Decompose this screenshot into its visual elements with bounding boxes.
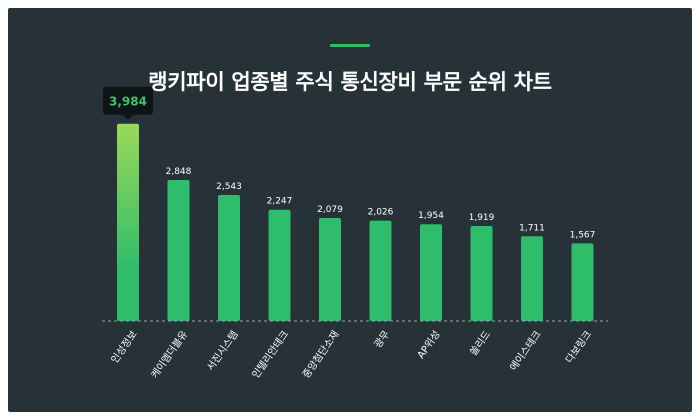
category-label-5: 광무 bbox=[372, 329, 392, 351]
bar-chart: 3,984 인성정보 2,848 케이엠더블유 2,543 서진시스템 2,247 인텔리안테… bbox=[102, 86, 608, 381]
category-label-3: 인텔리안테크 bbox=[250, 329, 291, 381]
tooltip-pointer bbox=[123, 114, 133, 120]
category-label-2: 서진시스템 bbox=[204, 329, 240, 374]
value-label-8: 1,711 bbox=[519, 223, 545, 233]
title-accent-line bbox=[330, 44, 370, 47]
bar-7 bbox=[470, 225, 493, 321]
bar-2 bbox=[218, 195, 240, 321]
chart-card: 랭키파이 업종별 주식 통신장비 부문 순위 차트 3,984 인성정보 2,848… bbox=[8, 8, 692, 412]
bar-3 bbox=[268, 209, 291, 321]
category-label-6: AP위성 bbox=[414, 328, 443, 361]
value-label-9: 1,567 bbox=[570, 230, 596, 240]
value-label-4: 2,079 bbox=[317, 205, 343, 215]
value-label-0: 3,984 bbox=[109, 95, 147, 109]
category-label-8: 에이스테크 bbox=[507, 329, 543, 374]
bar-1 bbox=[167, 179, 190, 321]
value-label-3: 2,247 bbox=[267, 197, 293, 207]
chart-title: 랭키파이 업종별 주식 통신장비 부문 순위 차트 bbox=[148, 70, 552, 94]
value-label-7: 1,919 bbox=[469, 213, 495, 223]
bar-8 bbox=[521, 236, 543, 321]
value-label-5: 2,026 bbox=[368, 208, 394, 218]
bar-6 bbox=[420, 224, 442, 321]
category-label-1: 케이엠더블유 bbox=[149, 329, 190, 381]
bar-4 bbox=[319, 218, 341, 321]
value-label-2: 2,543 bbox=[216, 182, 242, 192]
bar-0 bbox=[117, 123, 139, 321]
bar-5 bbox=[369, 220, 392, 321]
value-label-1: 2,848 bbox=[166, 167, 192, 177]
value-label-6: 1,954 bbox=[418, 211, 444, 221]
category-label-4: 중앙첨단소재 bbox=[300, 329, 341, 381]
top-value-tooltip: 3,984 bbox=[103, 86, 153, 120]
category-label-9: 다보링크 bbox=[563, 329, 594, 366]
bar-9 bbox=[571, 243, 594, 321]
category-label-7: 쏠리드 bbox=[468, 329, 494, 358]
tooltip-box bbox=[103, 86, 153, 115]
category-label-0: 인성정보 bbox=[109, 329, 140, 366]
